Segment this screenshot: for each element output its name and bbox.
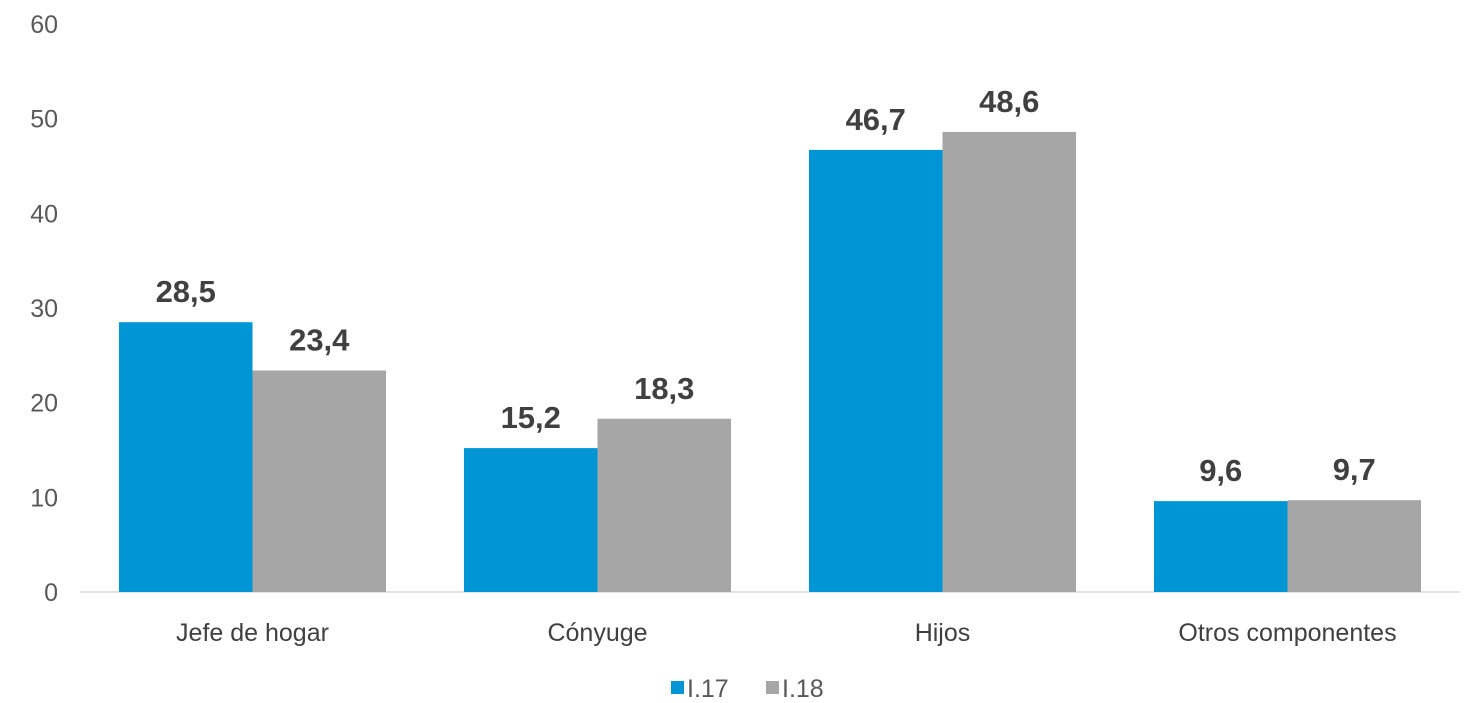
y-tick-label: 0: [44, 579, 58, 607]
bars: [118, 131, 1422, 593]
y-tick-label: 50: [30, 106, 58, 134]
data-labels: 28,5 23,4 15,2 18,3 46,7 48,6 9,6 9,7: [156, 84, 1376, 488]
data-label: 28,5: [156, 274, 216, 309]
bar-i-17-3: [1153, 501, 1288, 592]
data-label: 9,7: [1333, 452, 1376, 487]
bar-i-18-0: [252, 370, 387, 592]
category-label: Otros componentes: [1178, 619, 1396, 647]
y-tick-label: 40: [30, 200, 58, 228]
data-label: 48,6: [979, 84, 1039, 119]
legend-swatch: [766, 681, 779, 694]
data-label: 23,4: [289, 322, 350, 357]
category-label: Jefe de hogar: [176, 619, 329, 647]
y-tick-label: 20: [30, 390, 58, 418]
bar-i-18-1: [597, 418, 732, 592]
bar-i-18-3: [1287, 500, 1422, 592]
bar-i-17-0: [118, 322, 253, 592]
legend-swatch: [671, 681, 684, 694]
category-labels: Jefe de hogar Cónyuge Hijos Otros component…: [176, 619, 1397, 647]
bar-i-17-2: [808, 149, 943, 592]
data-label: 46,7: [846, 102, 906, 137]
data-label: 9,6: [1199, 453, 1242, 488]
legend-label: I.17: [687, 675, 729, 703]
y-tick-label: 10: [30, 484, 58, 512]
data-label: 15,2: [501, 400, 561, 435]
category-label: Cónyuge: [547, 619, 647, 647]
legend-label: I.18: [782, 675, 824, 703]
legend: I.17 I.18: [671, 675, 824, 703]
y-tick-label: 60: [30, 11, 58, 39]
data-label: 18,3: [634, 371, 694, 406]
y-axis-ticks: 0 10 20 30 40 50 60: [30, 11, 58, 607]
category-label: Hijos: [915, 619, 971, 647]
y-tick-label: 30: [30, 295, 58, 323]
bar-i-18-2: [942, 131, 1077, 593]
bar-i-17-1: [463, 448, 598, 592]
